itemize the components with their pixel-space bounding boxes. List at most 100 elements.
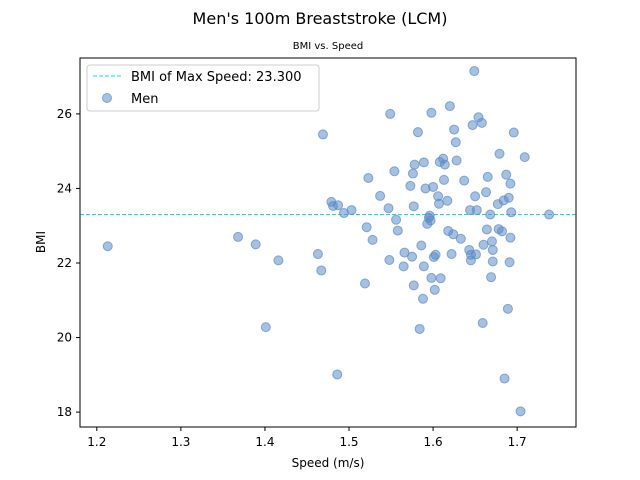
data-point <box>439 174 450 185</box>
y-tick-label: 26 <box>57 107 72 121</box>
legend-reference-line-label: BMI of Max Speed: 23.300 <box>131 70 302 85</box>
data-point <box>407 168 418 179</box>
data-point <box>450 137 461 148</box>
data-point <box>444 101 455 112</box>
data-point <box>477 318 488 329</box>
data-point <box>505 232 516 243</box>
data-point <box>544 209 555 220</box>
x-tick-label: 1.7 <box>508 435 527 449</box>
x-tick-label: 1.5 <box>339 435 358 449</box>
y-tick-label: 18 <box>57 405 72 419</box>
data-point <box>469 66 480 77</box>
data-point <box>383 203 394 214</box>
data-point <box>250 239 261 250</box>
data-point <box>486 236 497 247</box>
x-tick-label: 1.6 <box>424 435 443 449</box>
data-point <box>385 108 396 119</box>
data-point <box>459 175 470 186</box>
data-point <box>471 205 482 216</box>
data-point <box>455 233 466 244</box>
points-layer <box>102 66 555 417</box>
data-point <box>417 293 428 304</box>
data-point <box>481 187 492 198</box>
legend-men-label: Men <box>131 92 158 107</box>
y-tick-label: 22 <box>57 256 72 270</box>
data-point <box>429 284 440 295</box>
data-point <box>414 323 425 334</box>
data-point <box>485 209 496 220</box>
data-point <box>494 148 505 159</box>
data-point <box>333 200 344 211</box>
data-point <box>317 129 328 140</box>
data-point <box>486 272 497 283</box>
data-point <box>487 256 498 267</box>
data-point <box>418 261 429 272</box>
plot-area-frame <box>79 57 577 428</box>
data-point <box>470 249 481 260</box>
data-point <box>435 273 446 284</box>
data-point <box>428 181 439 192</box>
x-axis-label: Speed (m/s) <box>292 456 365 470</box>
data-point <box>391 214 402 225</box>
data-point <box>515 406 526 417</box>
data-point <box>426 107 437 118</box>
data-point <box>503 192 514 203</box>
data-point <box>346 205 357 216</box>
data-point <box>442 195 453 206</box>
data-point <box>260 322 271 333</box>
data-point <box>467 120 478 131</box>
data-point <box>449 124 460 135</box>
data-point <box>418 157 429 168</box>
data-point <box>407 251 418 262</box>
data-point <box>408 280 419 291</box>
data-point <box>392 225 403 236</box>
data-point <box>312 249 323 260</box>
data-point <box>412 127 423 138</box>
data-point <box>416 240 427 251</box>
data-point <box>508 127 519 138</box>
data-point <box>384 255 395 266</box>
y-tick-label: 24 <box>57 181 72 195</box>
data-point <box>361 222 372 233</box>
x-tick-label: 1.3 <box>171 435 190 449</box>
chart-subtitle: BMI vs. Speed <box>293 41 363 52</box>
data-point <box>399 247 410 258</box>
data-point <box>501 169 512 180</box>
data-point <box>451 155 462 166</box>
data-point <box>476 117 487 128</box>
data-point <box>499 373 510 384</box>
data-point <box>439 159 450 170</box>
data-point <box>359 278 370 289</box>
legend-box <box>86 64 320 112</box>
data-point <box>502 303 513 314</box>
legend: BMI of Max Speed: 23.300 Men <box>86 64 320 112</box>
data-point <box>481 224 492 235</box>
data-point <box>398 261 409 272</box>
data-point <box>487 244 498 255</box>
x-tick-label: 1.2 <box>87 435 106 449</box>
data-point <box>448 229 459 240</box>
x-tick-label: 1.4 <box>255 435 274 449</box>
data-point <box>446 249 457 260</box>
data-point <box>409 159 420 170</box>
data-point <box>375 190 386 201</box>
data-point <box>102 241 113 252</box>
y-tick-label: 20 <box>57 331 72 345</box>
data-point <box>470 191 481 202</box>
data-point <box>367 234 378 245</box>
y-axis-ticks: 18 20 22 24 26 <box>57 107 80 419</box>
data-point <box>408 201 419 212</box>
data-point <box>405 180 416 191</box>
data-point <box>433 198 444 209</box>
data-point <box>233 231 244 242</box>
data-point <box>389 166 400 177</box>
chart-title: Men's 100m Breaststroke (LCM) <box>193 9 448 28</box>
data-point <box>425 215 436 226</box>
data-point <box>316 265 327 276</box>
data-point <box>363 173 374 184</box>
data-point <box>504 257 515 268</box>
data-point <box>430 249 441 260</box>
data-point <box>519 152 530 163</box>
legend-men-marker <box>102 93 112 103</box>
